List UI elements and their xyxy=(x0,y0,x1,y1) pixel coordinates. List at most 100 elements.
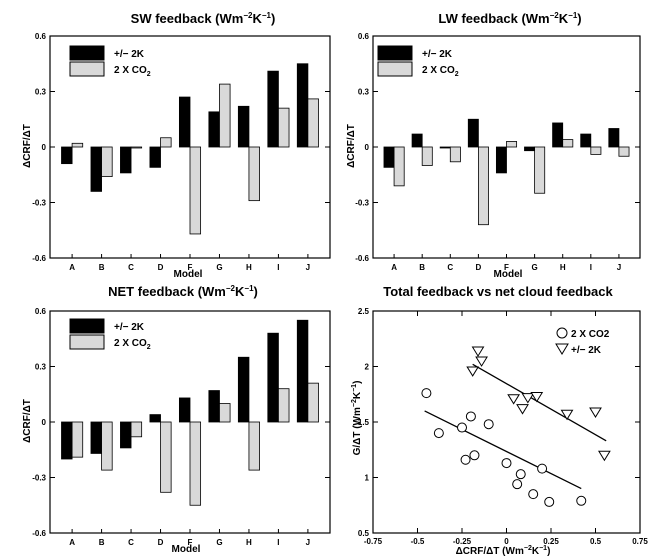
lw-x-tick-label: F xyxy=(504,263,509,272)
scatter-point-pm2k xyxy=(471,346,485,357)
sw-bar-pm2k-b xyxy=(90,146,102,192)
net-legend-swatch-pm2k xyxy=(69,318,105,334)
scatter-point-co2 xyxy=(433,428,444,439)
sw-x-tick-label: B xyxy=(99,263,105,272)
scatter-point-pm2k xyxy=(475,356,488,367)
net-y-tick-label: 0 xyxy=(42,418,47,427)
lw-x-tick-label: J xyxy=(617,263,621,272)
sw-y-tick-label: -0.6 xyxy=(32,254,46,263)
scatter-point-co2 xyxy=(576,495,587,506)
net-legend-label-co2: 2 X CO2 xyxy=(114,338,151,351)
sw-legend: +/− 2K 2 X CO2 xyxy=(69,45,151,78)
scatter-point-co2 xyxy=(483,419,494,430)
lw-bar-pm2k-j xyxy=(608,128,620,148)
net-bar-co2-j xyxy=(307,382,319,423)
scatter-x-axis-label: ΔCRF/ΔT (Wm−2K−1) xyxy=(456,545,551,557)
sw-bar-pm2k-h xyxy=(237,105,250,148)
net-feedback-panel: NET feedback (Wm−2K−1) -0.6 -0.3 0 0.3 0.6 A… xyxy=(22,284,331,555)
scatter-point-co2 xyxy=(457,422,467,433)
scatter-point-co2 xyxy=(544,496,555,507)
net-bar-co2-b xyxy=(101,421,113,471)
sw-y-tick-label: 0.3 xyxy=(35,88,47,97)
net-legend: +/− 2K 2 X CO2 xyxy=(69,318,151,351)
sw-x-tick-label: H xyxy=(246,263,252,272)
net-bar-co2-g xyxy=(219,403,231,423)
sw-bar-pm2k-f xyxy=(178,96,191,148)
scatter-x-tick-label: -0.75 xyxy=(364,537,383,546)
lw-bar-pm2k-g xyxy=(524,146,536,152)
lw-bar-pm2k-i xyxy=(580,133,592,148)
net-bar-pm2k-c xyxy=(120,421,132,449)
lw-bar-pm2k-h xyxy=(552,122,564,148)
scatter-legend-label-co2: 2 X CO2 xyxy=(571,329,610,340)
sw-x-tick-label: A xyxy=(69,263,75,272)
sw-bar-pm2k-i xyxy=(267,70,279,148)
net-x-tick-label: I xyxy=(277,538,279,547)
net-bar-co2-a xyxy=(71,421,84,458)
lw-bar-pm2k-c xyxy=(439,146,451,149)
scatter-point-co2 xyxy=(465,411,476,422)
scatter-point-pm2k xyxy=(560,409,574,421)
scatter-point-co2 xyxy=(421,388,432,399)
scatter-legend: 2 X CO2 +/− 2K xyxy=(555,327,610,356)
lw-legend-swatch-co2 xyxy=(377,61,413,77)
sw-bar-pm2k-c xyxy=(120,146,132,174)
lw-bar-co2-c xyxy=(449,146,461,163)
net-panel-title: NET feedback (Wm−2K−1) xyxy=(108,284,258,299)
lw-y-tick-label: 0.6 xyxy=(358,32,370,41)
scatter-x-tick-label: 0.75 xyxy=(632,537,648,546)
net-x-tick-label: D xyxy=(158,538,164,547)
fit-line-pm2k xyxy=(472,363,607,442)
lw-bar-pm2k-b xyxy=(411,133,423,148)
net-bar-co2-f xyxy=(189,421,202,506)
sw-bar-co2-i xyxy=(278,107,290,148)
sw-bar-co2-a xyxy=(71,142,84,148)
scatter-y-tick-label: 1 xyxy=(365,474,370,483)
sw-bar-pm2k-j xyxy=(296,63,309,148)
sw-panel-title: SW feedback (Wm−2K−1) xyxy=(131,11,276,26)
lw-legend-label-pm2k: +/− 2K xyxy=(422,49,453,60)
net-bar-co2-h xyxy=(248,421,260,471)
net-x-tick-label: J xyxy=(306,538,310,547)
lw-bar-pm2k-f xyxy=(495,146,507,174)
lw-legend-label-co2: 2 X CO2 xyxy=(422,65,459,78)
scatter-point-co2 xyxy=(528,489,539,500)
sw-bar-co2-b xyxy=(101,146,113,178)
lw-y-axis-label: ΔCRF/ΔT xyxy=(346,124,357,168)
sw-bar-pm2k-g xyxy=(208,111,220,148)
lw-bar-co2-b xyxy=(421,146,433,166)
sw-bar-co2-j xyxy=(307,98,319,148)
scatter-point-co2 xyxy=(515,469,526,480)
sw-x-tick-label: J xyxy=(306,263,310,272)
lw-bar-pm2k-a xyxy=(383,146,395,168)
sw-bar-pm2k-a xyxy=(61,146,73,165)
sw-x-tick-label: G xyxy=(216,263,222,272)
net-bar-co2-i xyxy=(278,388,290,423)
legend-triangle-marker xyxy=(555,343,569,355)
net-bar-pm2k-j xyxy=(296,319,309,423)
sw-bar-co2-c xyxy=(130,146,143,149)
sw-x-tick-label: I xyxy=(277,263,279,272)
net-legend-swatch-co2 xyxy=(69,334,105,350)
lw-bar-co2-f xyxy=(506,141,518,148)
sw-bar-co2-h xyxy=(248,146,260,202)
net-legend-label-pm2k: +/− 2K xyxy=(114,322,145,333)
sw-y-axis-label: ΔCRF/ΔT xyxy=(22,124,33,168)
sw-y-tick-label: 0.6 xyxy=(35,32,47,41)
scatter-point-pm2k xyxy=(521,393,535,404)
net-x-axis-label: Model xyxy=(172,544,201,555)
lw-y-tick-label: 0 xyxy=(365,143,370,152)
scatter-x-tick-label: -0.25 xyxy=(453,537,472,546)
lw-x-tick-label: B xyxy=(419,263,425,272)
net-x-tick-label: C xyxy=(128,538,134,547)
lw-x-tick-label: A xyxy=(391,263,397,272)
sw-y-tick-label: 0 xyxy=(42,143,47,152)
scatter-point-pm2k xyxy=(530,391,544,403)
legend-circle-marker xyxy=(556,327,568,339)
net-bar-pm2k-g xyxy=(208,390,220,423)
sw-legend-label-pm2k: +/− 2K xyxy=(114,49,145,60)
sw-bar-co2-g xyxy=(219,83,231,148)
scatter-point-co2 xyxy=(469,450,480,461)
lw-legend-swatch-pm2k xyxy=(377,45,413,61)
